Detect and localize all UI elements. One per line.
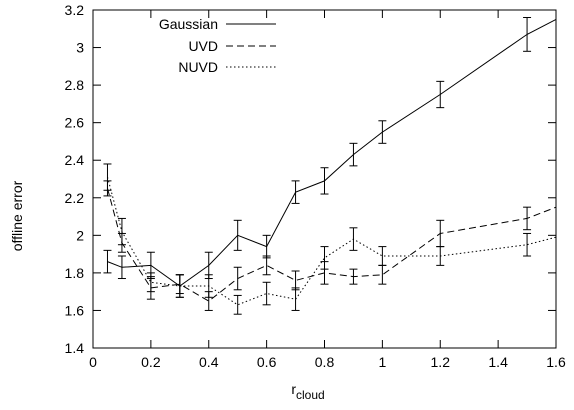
error-bar-nuvd: [103, 163, 112, 191]
error-bar-gaussian: [378, 120, 387, 144]
error-bar-nuvd: [233, 294, 242, 315]
error-bar-nuvd: [349, 227, 358, 251]
error-bar-nuvd: [378, 246, 387, 266]
series-line-gaussian: [107, 18, 557, 287]
y-axis-title: offline error: [9, 180, 25, 251]
x-tick-label: 0.8: [315, 354, 335, 370]
series-uvd: [103, 180, 557, 311]
x-tick-label: 1.2: [431, 354, 451, 370]
error-bar-nuvd: [117, 217, 126, 246]
y-tick-label: 1.6: [65, 302, 85, 318]
legend-label-uvd: UVD: [188, 38, 218, 54]
x-axis-title-main: r: [291, 381, 296, 397]
legend: Gaussian UVD NUVD: [159, 16, 276, 75]
x-tick-label: 1.4: [488, 354, 508, 370]
error-bar-gaussian: [436, 80, 445, 109]
y-axis-ticks: 1.4 1.6 1.8 2 2.2 2.4 2.6 2.8 3 3.2: [65, 2, 556, 356]
error-bar-gaussian: [523, 17, 532, 52]
error-bar-gaussian: [320, 167, 329, 195]
x-tick-label: 0.4: [199, 354, 219, 370]
y-tick-label: 1.8: [65, 265, 85, 281]
x-tick-label: 0.6: [257, 354, 277, 370]
error-bar-gaussian: [117, 255, 126, 280]
error-bar-nuvd: [291, 287, 300, 311]
x-tick-label: 0: [89, 354, 97, 370]
series-gaussian: [103, 17, 557, 298]
error-bar-nuvd: [175, 274, 184, 298]
error-bar-nuvd: [320, 246, 329, 270]
error-bar-gaussian: [262, 234, 271, 259]
y-tick-label: 2.2: [65, 190, 85, 206]
error-bar-uvd: [291, 270, 300, 291]
legend-label-nuvd: NUVD: [178, 59, 218, 75]
error-bar-uvd: [233, 266, 242, 291]
error-bar-gaussian: [349, 142, 358, 167]
y-tick-label: 3: [76, 40, 84, 56]
x-axis-ticks: 0 0.2 0.4 0.6 0.8 1 1.2 1.4 1.6: [89, 10, 566, 370]
error-bar-nuvd: [523, 232, 532, 257]
y-tick-label: 3.2: [65, 2, 85, 18]
x-axis-title: rcloud: [291, 381, 324, 402]
y-tick-label: 2.8: [65, 77, 85, 93]
error-bar-nuvd: [262, 281, 271, 306]
x-tick-label: 0.2: [141, 354, 161, 370]
y-tick-label: 2.4: [65, 152, 85, 168]
error-bar-uvd: [262, 255, 271, 276]
error-bar-uvd: [349, 268, 358, 285]
series-line-uvd: [107, 188, 557, 302]
error-bar-gaussian: [233, 219, 242, 251]
series-layer: [103, 17, 557, 315]
y-tick-label: 2.6: [65, 115, 85, 131]
x-tick-label: 1.6: [546, 354, 566, 370]
x-tick-label: 1: [378, 354, 386, 370]
error-bar-nuvd: [436, 246, 445, 266]
error-bar-uvd: [523, 206, 532, 231]
x-axis-title-subscript: cloud: [296, 388, 325, 402]
error-bar-gaussian: [291, 180, 300, 204]
legend-label-gaussian: Gaussian: [159, 16, 218, 32]
series-line-nuvd: [107, 176, 557, 306]
error-bar-nuvd: [146, 272, 155, 293]
series-nuvd: [103, 163, 557, 315]
y-tick-label: 1.4: [65, 340, 85, 356]
error-bar-gaussian: [103, 249, 112, 274]
error-bar-nuvd: [204, 274, 213, 298]
y-tick-label: 2: [76, 227, 84, 243]
